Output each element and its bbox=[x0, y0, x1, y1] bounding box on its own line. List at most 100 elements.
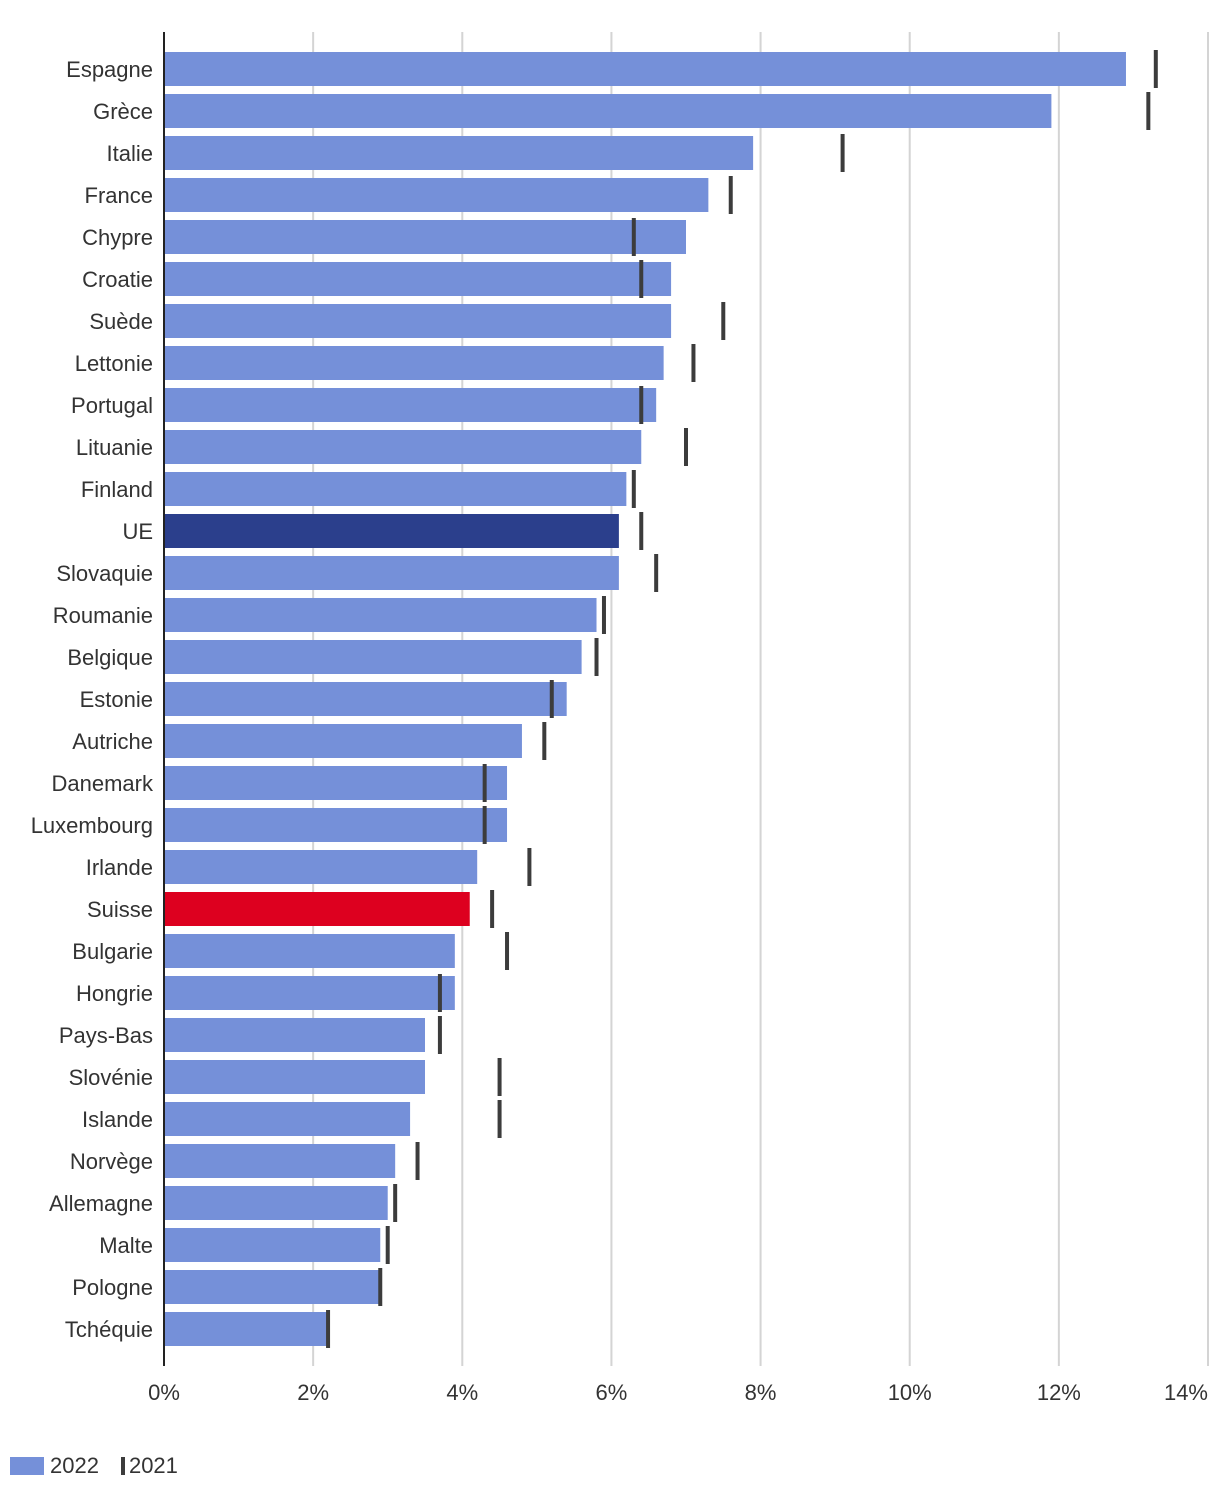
bar bbox=[164, 136, 754, 170]
tick-mark bbox=[505, 932, 510, 970]
category-label: Roumanie bbox=[53, 603, 153, 628]
bar-chart: Espagne Grèce Italie France Chypre Croatie Suè… bbox=[31, 32, 1209, 1405]
category-label: Norvège bbox=[70, 1149, 153, 1174]
category-label: France bbox=[85, 183, 153, 208]
tick-mark bbox=[631, 218, 636, 256]
x-tick-label: 14% bbox=[1164, 1380, 1208, 1405]
category-label: Croatie bbox=[82, 267, 153, 292]
x-tick-label: 8% bbox=[745, 1380, 777, 1405]
category-labels: Espagne Grèce Italie France Chypre Croatie Suè… bbox=[31, 57, 154, 1342]
grid-lines bbox=[312, 32, 1209, 1366]
bar bbox=[164, 346, 664, 380]
tick-mark bbox=[437, 974, 442, 1012]
tick-mark bbox=[1146, 92, 1151, 130]
x-tick-label: 10% bbox=[888, 1380, 932, 1405]
category-label: Estonie bbox=[80, 687, 153, 712]
category-label: Malte bbox=[99, 1233, 153, 1258]
tick-mark bbox=[639, 386, 644, 424]
category-label: Luxembourg bbox=[31, 813, 153, 838]
legend: 2022 2021 bbox=[10, 1452, 178, 1480]
bar bbox=[164, 388, 657, 422]
bar bbox=[164, 1018, 425, 1052]
tick-mark bbox=[721, 302, 726, 340]
category-label: Lituanie bbox=[76, 435, 153, 460]
bar bbox=[164, 724, 522, 758]
legend-label-2022: 2022 bbox=[50, 1453, 99, 1478]
category-label: Espagne bbox=[66, 57, 153, 82]
bar bbox=[164, 976, 455, 1010]
category-label: Allemagne bbox=[49, 1191, 153, 1216]
tick-mark bbox=[601, 596, 606, 634]
category-label: Finland bbox=[81, 477, 153, 502]
bar bbox=[164, 1144, 396, 1178]
tick-mark bbox=[385, 1226, 390, 1264]
tick-mark bbox=[631, 470, 636, 508]
tick-mark bbox=[490, 890, 495, 928]
category-label: Suisse bbox=[87, 897, 153, 922]
category-label: Slovénie bbox=[69, 1065, 153, 1090]
tick-mark bbox=[594, 638, 599, 676]
category-label: Belgique bbox=[67, 645, 153, 670]
bar bbox=[164, 1270, 381, 1304]
bar bbox=[164, 220, 686, 254]
category-label: Pays-Bas bbox=[59, 1023, 153, 1048]
category-label: Autriche bbox=[72, 729, 153, 754]
bar bbox=[164, 514, 619, 548]
bar bbox=[164, 1312, 329, 1346]
tick-mark bbox=[728, 176, 733, 214]
tick-mark bbox=[415, 1142, 420, 1180]
category-label: Lettonie bbox=[75, 351, 153, 376]
bar bbox=[164, 94, 1052, 128]
tick-mark bbox=[639, 512, 644, 550]
category-label: Irlande bbox=[86, 855, 153, 880]
tick-mark bbox=[482, 806, 487, 844]
tick-mark bbox=[393, 1184, 398, 1222]
bar bbox=[164, 766, 508, 800]
tick-mark bbox=[840, 134, 845, 172]
legend-swatch-2022 bbox=[10, 1457, 44, 1475]
bar bbox=[164, 1228, 381, 1262]
category-label: Bulgarie bbox=[72, 939, 153, 964]
tick-mark bbox=[684, 428, 688, 466]
bar bbox=[164, 850, 478, 884]
x-tick-label: 6% bbox=[596, 1380, 628, 1405]
category-label: Danemark bbox=[52, 771, 154, 796]
bar bbox=[164, 1060, 425, 1094]
legend-tick-2021 bbox=[120, 1457, 125, 1475]
bar-series-2022 bbox=[164, 52, 1126, 1346]
tick-mark bbox=[549, 680, 554, 718]
tick-mark bbox=[691, 344, 696, 382]
category-label: Suède bbox=[89, 309, 153, 334]
tick-mark bbox=[378, 1268, 383, 1306]
category-label: Grèce bbox=[93, 99, 153, 124]
tick-mark bbox=[326, 1310, 331, 1348]
tick-mark bbox=[1153, 50, 1158, 88]
category-label: Italie bbox=[107, 141, 153, 166]
category-label: Slovaquie bbox=[56, 561, 153, 586]
bar bbox=[164, 304, 672, 338]
legend-label-2021: 2021 bbox=[128, 1453, 178, 1478]
bar bbox=[164, 682, 567, 716]
bar bbox=[164, 892, 470, 926]
bar bbox=[164, 472, 627, 506]
x-tick-label: 0% bbox=[148, 1380, 180, 1405]
tick-mark bbox=[639, 260, 644, 298]
bar bbox=[164, 934, 455, 968]
bar bbox=[164, 598, 597, 632]
x-tick-labels: 0% 2% 4% 6% 8% 10% 12% 14% bbox=[148, 1380, 1208, 1405]
bar bbox=[164, 262, 672, 296]
bar bbox=[164, 640, 582, 674]
category-label: UE bbox=[122, 519, 153, 544]
x-tick-label: 2% bbox=[297, 1380, 329, 1405]
category-label: Hongrie bbox=[76, 981, 153, 1006]
tick-mark bbox=[654, 554, 659, 592]
bar bbox=[164, 1186, 388, 1220]
tick-mark bbox=[497, 1100, 502, 1138]
tick-mark bbox=[482, 764, 487, 802]
tick-mark bbox=[527, 848, 532, 886]
tick-mark bbox=[542, 722, 547, 760]
tick-mark bbox=[437, 1016, 442, 1054]
category-label: Tchéquie bbox=[65, 1317, 153, 1342]
bar bbox=[164, 808, 508, 842]
category-label: Chypre bbox=[82, 225, 153, 250]
